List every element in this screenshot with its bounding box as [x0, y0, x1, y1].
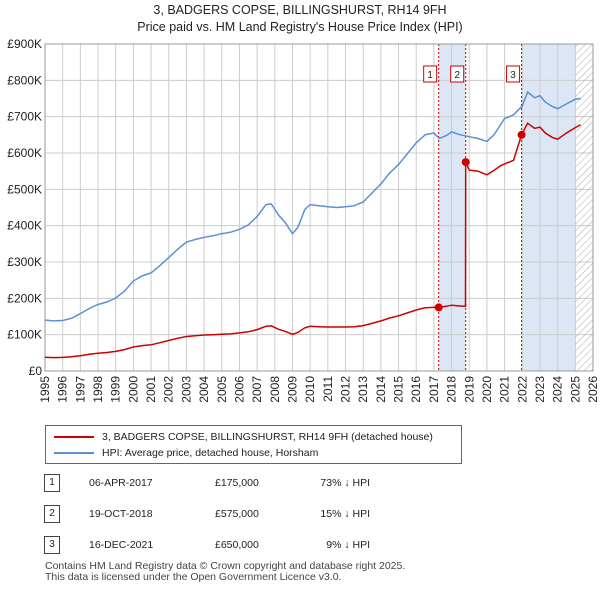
sale-period-shade: [438, 44, 466, 371]
x-tick-label: 2014: [374, 376, 388, 403]
y-tick-label: £200K: [7, 291, 42, 305]
sale-label-box: [423, 65, 438, 83]
footer-copyright: Contains HM Land Registry data © Crown c…: [45, 560, 406, 572]
legend-hpi-label: HPI: Average price, detached house, Hors…: [102, 447, 319, 459]
x-tick-label: 2011: [321, 376, 335, 402]
x-tick-label: 1995: [38, 376, 52, 403]
x-tick-label: 2013: [356, 376, 370, 403]
transaction-hpi-diff: 15% ↓ HPI: [320, 508, 370, 520]
x-tick-label: 1999: [109, 376, 123, 403]
x-tick-label: 2012: [339, 376, 353, 403]
x-tick-label: 2004: [197, 376, 211, 403]
sale-label-box: [506, 65, 521, 83]
y-tick-label: £700K: [7, 110, 42, 124]
x-tick-label: 2017: [427, 376, 441, 403]
sale-point: [434, 303, 443, 312]
chart-subtitle: Price paid vs. HM Land Registry's House …: [137, 20, 463, 34]
transaction-date: 19-OCT-2018: [89, 508, 153, 520]
x-tick-label: 2021: [498, 376, 512, 403]
x-tick-label: 2001: [144, 376, 158, 403]
sale-point: [517, 130, 526, 139]
y-tick-label: £800K: [7, 73, 42, 87]
transaction-number-badge: 2: [44, 505, 60, 523]
table-row: 3 16-DEC-2021 £650,000 9% ↓ HPI: [0, 536, 600, 560]
chart-title: 3, BADGERS COPSE, BILLINGSHURST, RH14 9F…: [153, 3, 447, 17]
x-tick-label: 2008: [268, 376, 282, 403]
sale-point: [461, 158, 470, 167]
price-chart: 1 2 3 £0 £100K £200K £300K £400K £500K £600K £700K…: [7, 37, 600, 403]
legend-price-swatch: [54, 436, 94, 438]
y-tick-label: £300K: [7, 255, 42, 269]
legend-item-price: 3, BADGERS COPSE, BILLINGSHURST, RH14 9F…: [54, 431, 433, 443]
x-tick-label: 2024: [551, 376, 565, 403]
hpi-line: [44, 90, 581, 322]
x-tick-label: 2026: [586, 376, 600, 403]
transaction-price: £575,000: [215, 508, 259, 520]
x-tick-label: 1998: [91, 376, 105, 403]
y-tick-label: £0: [29, 364, 43, 378]
x-tick-label: 2000: [126, 376, 140, 403]
sale-label: 1: [427, 70, 433, 81]
plot-frame: [44, 43, 594, 372]
x-tick-label: 2006: [232, 376, 246, 403]
x-tick-label: 2022: [515, 376, 529, 403]
legend-item-hpi: HPI: Average price, detached house, Hors…: [54, 447, 318, 459]
y-tick-label: £500K: [7, 182, 42, 196]
transaction-date: 06-APR-2017: [89, 477, 153, 489]
transaction-price: £650,000: [215, 539, 259, 551]
x-tick-label: 2016: [409, 376, 423, 403]
y-tick-label: £600K: [7, 146, 42, 160]
sale-label: 2: [454, 70, 460, 81]
footer-licence: This data is licensed under the Open Gov…: [45, 571, 342, 583]
transaction-hpi-diff: 73% ↓ HPI: [320, 477, 370, 489]
x-tick-label: 2002: [162, 376, 176, 403]
transaction-number-badge: 1: [44, 474, 60, 492]
x-tick-label: 2025: [568, 376, 582, 403]
y-tick-label: £100K: [7, 328, 42, 342]
x-tick-label: 2020: [480, 376, 494, 403]
transaction-price: £175,000: [215, 477, 259, 489]
legend: 3, BADGERS COPSE, BILLINGSHURST, RH14 9F…: [45, 425, 462, 464]
price-line: [44, 122, 581, 359]
x-tick-label: 2023: [533, 376, 547, 403]
transaction-number-badge: 3: [44, 536, 60, 554]
footer: Contains HM Land Registry data © Crown c…: [45, 561, 405, 583]
x-tick-label: 2015: [392, 376, 406, 403]
table-row: 2 19-OCT-2018 £575,000 15% ↓ HPI: [0, 505, 600, 529]
x-tick-label: 2019: [462, 376, 476, 403]
transaction-date: 16-DEC-2021: [89, 539, 154, 551]
sale-label-box: [450, 65, 465, 83]
x-tick-label: 2018: [445, 376, 459, 403]
legend-price-label: 3, BADGERS COPSE, BILLINGSHURST, RH14 9F…: [102, 431, 433, 443]
x-tick-label: 2005: [215, 376, 229, 403]
x-tick-label: 2007: [250, 376, 264, 403]
transaction-hpi-diff: 9% ↓ HPI: [326, 539, 370, 551]
y-tick-label: £900K: [7, 37, 42, 51]
x-tick-label: 1996: [56, 376, 70, 403]
x-tick-label: 2003: [179, 376, 193, 403]
legend-hpi-swatch: [54, 452, 94, 454]
y-tick-label: £400K: [7, 219, 42, 233]
forecast-hatch: [575, 44, 593, 371]
sale-period-shade: [521, 44, 576, 371]
x-tick-label: 2010: [303, 376, 317, 403]
sale-label: 3: [510, 70, 516, 81]
x-tick-label: 2009: [285, 376, 299, 403]
table-row: 1 06-APR-2017 £175,000 73% ↓ HPI: [0, 474, 600, 498]
x-tick-label: 1997: [73, 376, 87, 403]
